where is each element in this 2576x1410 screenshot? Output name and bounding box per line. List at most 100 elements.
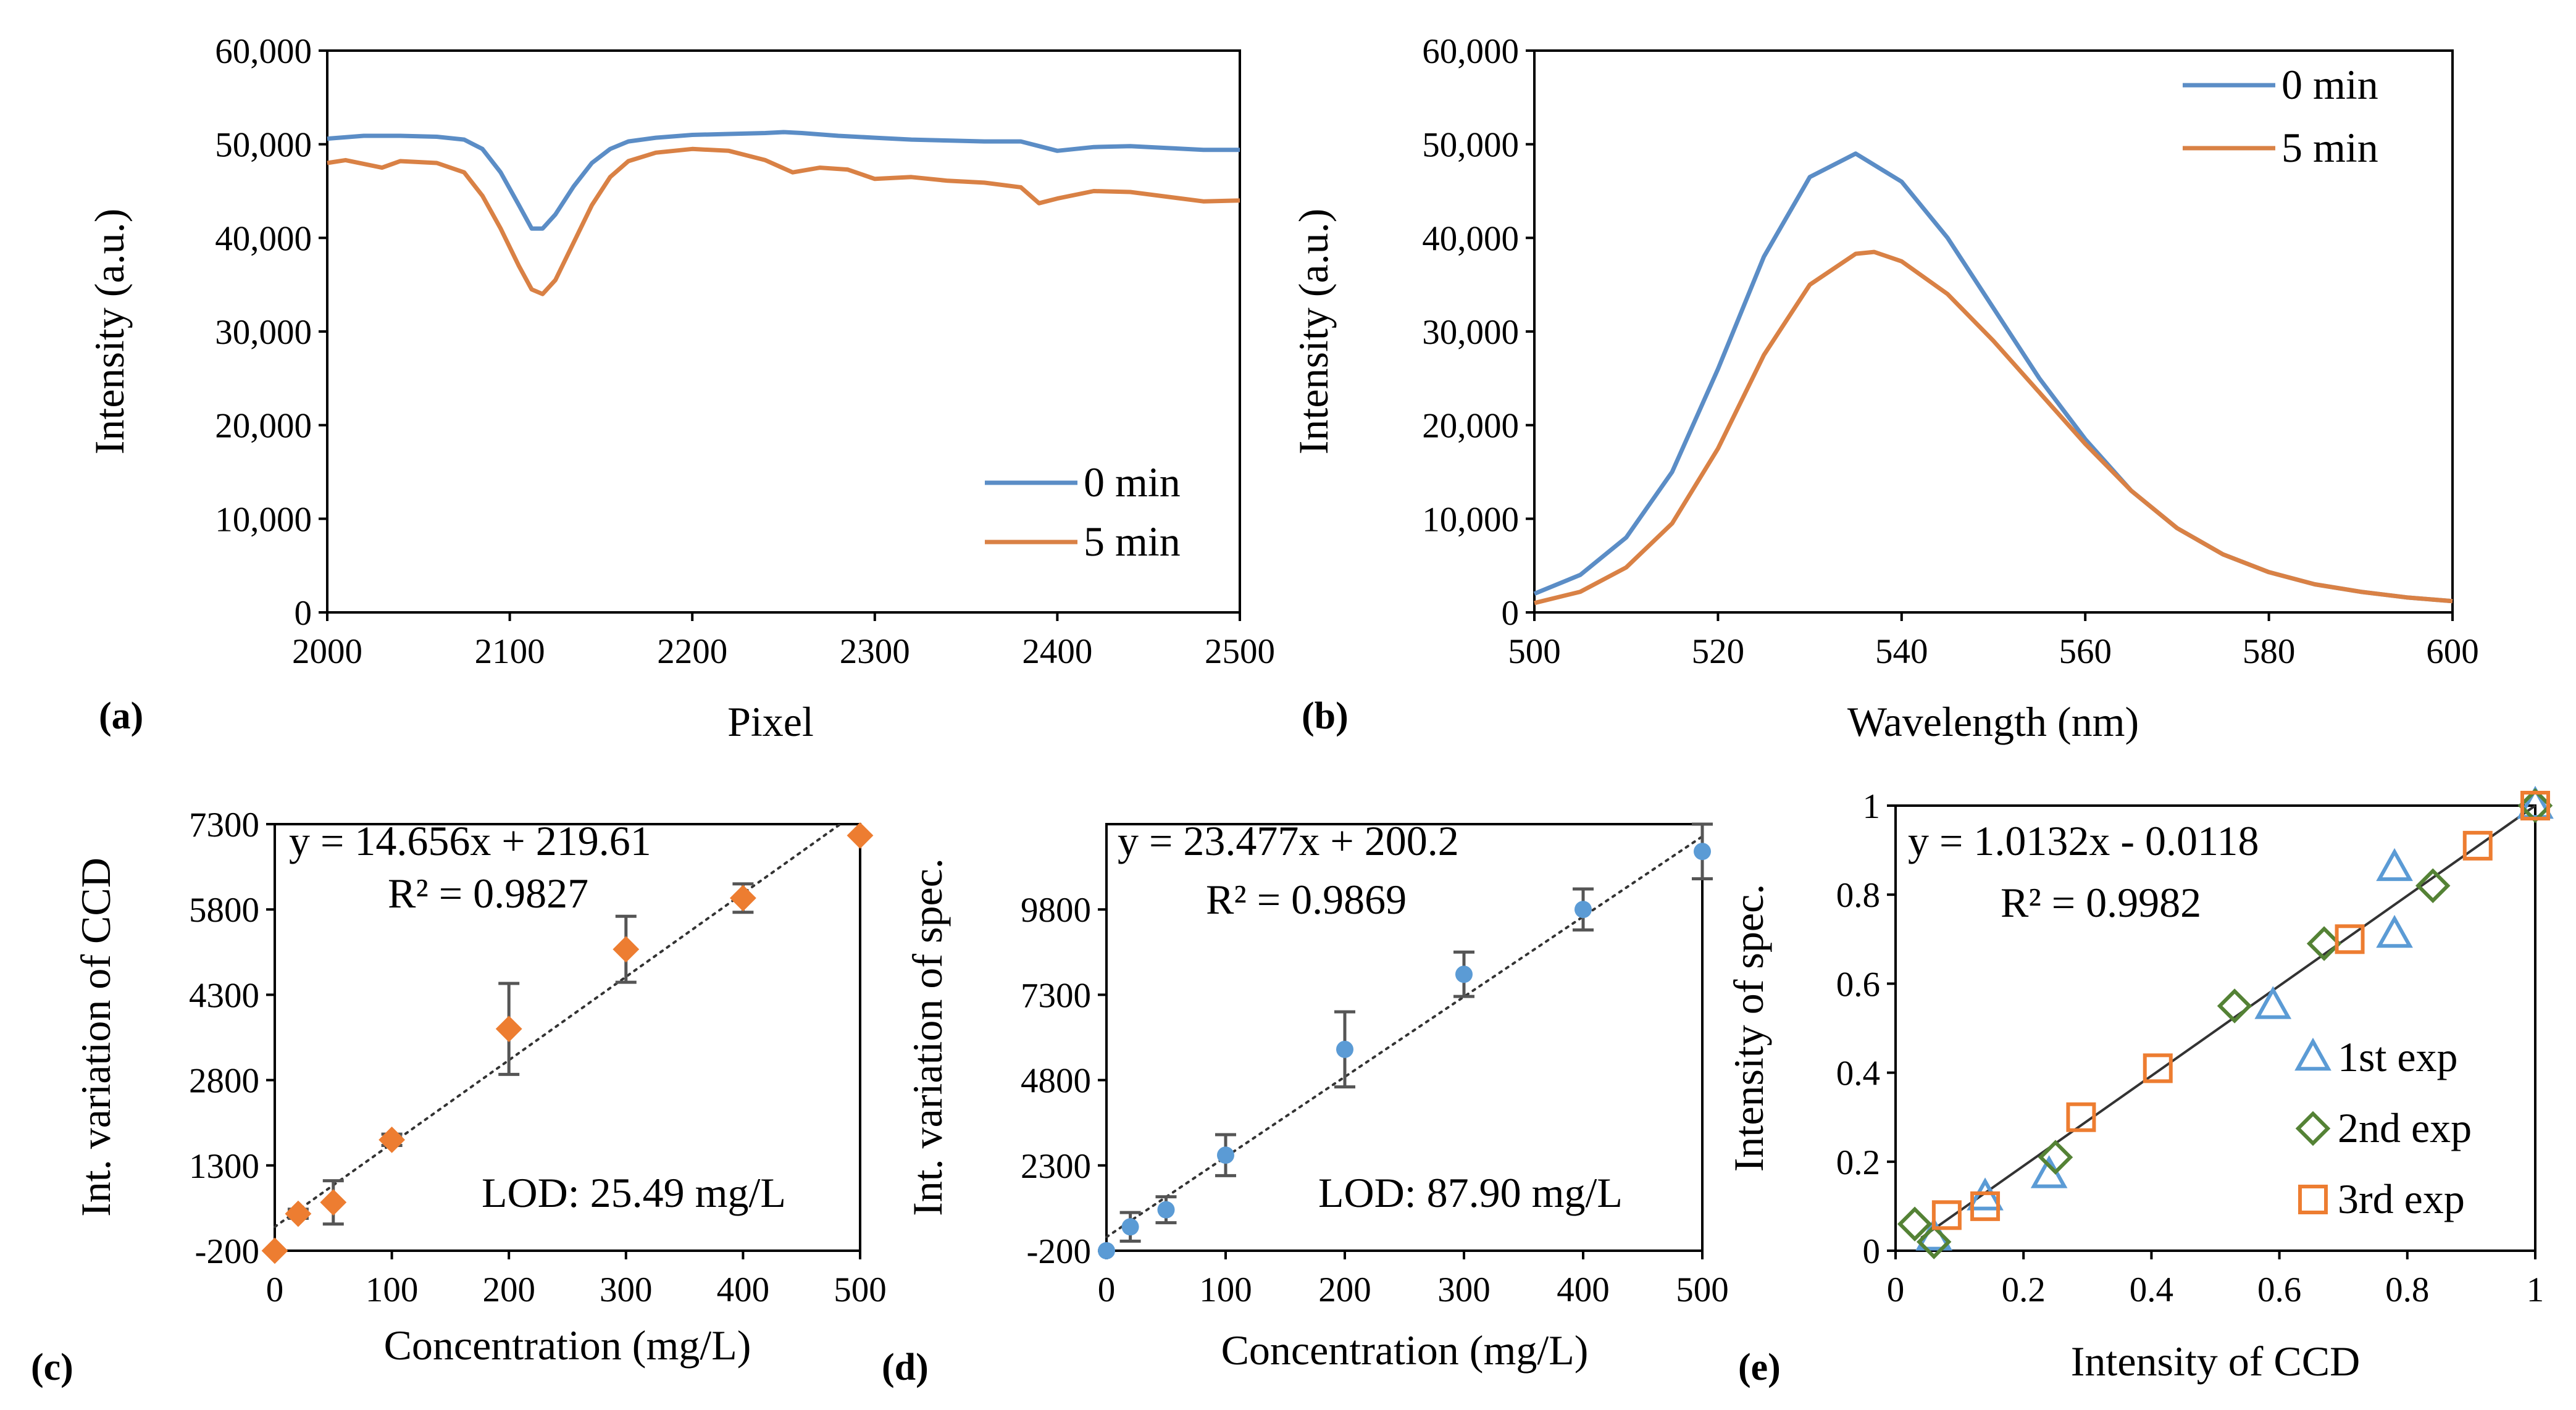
y-tick-label: 0.4 — [1836, 1054, 1880, 1093]
trendline-equation: y = 23.477x + 200.2 — [1118, 817, 1459, 864]
y-tick-label: 4300 — [189, 976, 259, 1015]
data-point — [2066, 1102, 2096, 1132]
legend-label: 5 min — [1084, 518, 1181, 565]
y-tick-label: 0.8 — [1836, 876, 1880, 915]
series-line-0-min — [1533, 151, 2453, 604]
y-axis-label: Intensity (a.u.) — [1290, 209, 1337, 454]
x-tick-label: 400 — [717, 1270, 770, 1309]
x-axis-label: Concentration (mg/L) — [1221, 1327, 1589, 1374]
x-tick-label: 2300 — [840, 632, 910, 671]
data-point — [729, 885, 756, 912]
data-point — [2217, 988, 2252, 1024]
y-tick-label: 20,000 — [215, 407, 312, 446]
legend-marker — [2295, 1111, 2331, 1146]
x-axis-label: Pixel — [727, 698, 814, 745]
lod-label: LOD: 25.49 mg/L — [482, 1169, 786, 1216]
y-tick-label: 10,000 — [1422, 500, 1519, 539]
y-tick-label: 0 — [295, 594, 312, 633]
x-tick-label: 500 — [1676, 1270, 1729, 1309]
legend-label: 1st exp — [2338, 1033, 2458, 1080]
data-point — [1916, 1224, 1952, 1259]
series-line-5-min — [1534, 249, 2453, 606]
r-squared: R² = 0.9827 — [388, 870, 588, 917]
data-point — [285, 1200, 312, 1227]
x-tick-label: 0.4 — [2130, 1270, 2173, 1309]
data-point — [2335, 924, 2365, 954]
data-point — [320, 1189, 347, 1216]
x-axis-label: Wavelength (nm) — [1847, 698, 2139, 745]
panel-label-c: (c) — [31, 1346, 73, 1388]
data-point — [495, 1016, 522, 1043]
y-tick-label: 10,000 — [215, 500, 312, 539]
x-tick-label: 0.2 — [2002, 1270, 2046, 1309]
data-point — [1694, 843, 1711, 861]
y-tick-label: 1 — [1863, 787, 1881, 826]
y-tick-label: 50,000 — [215, 126, 312, 165]
legend-label: 2nd exp — [2338, 1104, 2472, 1151]
y-tick-label: 0 — [1863, 1232, 1881, 1271]
legend-label: 0 min — [1084, 459, 1181, 506]
x-tick-label: 500 — [834, 1270, 887, 1309]
x-tick-label: 100 — [366, 1270, 419, 1309]
r-squared: R² = 0.9869 — [1206, 876, 1407, 923]
panel-label-a: (a) — [99, 695, 143, 737]
data-point — [1897, 1206, 1933, 1241]
data-point — [2254, 986, 2292, 1019]
y-tick-label: 40,000 — [215, 219, 312, 258]
panel-label-b: (b) — [1302, 695, 1349, 737]
data-point — [1121, 1218, 1139, 1236]
y-tick-label: 60,000 — [1422, 32, 1519, 71]
x-tick-label: 0.6 — [2257, 1270, 2301, 1309]
y-tick-label: 0 — [1502, 594, 1520, 633]
legend-marker — [2298, 1185, 2328, 1214]
series-line-5-min — [327, 146, 1240, 296]
y-axis-label: Int. variation of CCD — [72, 857, 119, 1217]
x-tick-label: 0 — [1098, 1270, 1116, 1309]
x-tick-label: 500 — [1508, 632, 1561, 671]
y-tick-label: 50,000 — [1422, 126, 1519, 165]
series-line-0-min — [327, 130, 1240, 231]
y-tick-label: 0.2 — [1836, 1143, 1880, 1182]
x-tick-label: 560 — [2059, 632, 2112, 671]
data-point — [2520, 791, 2550, 820]
y-tick-label: -200 — [195, 1232, 259, 1271]
data-point — [1217, 1146, 1234, 1164]
x-tick-label: 580 — [2243, 632, 2296, 671]
plot-frame-d — [1105, 823, 1704, 1252]
x-axis-label: Intensity of CCD — [2071, 1338, 2360, 1385]
data-point — [1574, 901, 1592, 919]
x-tick-label: 400 — [1557, 1270, 1610, 1309]
legend-marker — [2294, 1037, 2331, 1071]
data-point — [2415, 868, 2451, 904]
y-axis-label: Intensity of spec. — [1725, 884, 1772, 1172]
y-tick-label: 40,000 — [1422, 219, 1519, 258]
data-point — [378, 1126, 406, 1153]
x-tick-label: 2500 — [1205, 632, 1275, 671]
x-tick-label: 520 — [1692, 632, 1745, 671]
legend-label: 5 min — [2281, 124, 2378, 171]
x-tick-label: 0 — [266, 1270, 284, 1309]
trendline — [1105, 835, 1704, 1238]
data-point — [2376, 914, 2413, 948]
y-tick-label: 9800 — [1021, 891, 1091, 930]
lod-label: LOD: 87.90 mg/L — [1318, 1169, 1623, 1216]
y-tick-label: 4800 — [1021, 1062, 1091, 1101]
data-point — [2462, 830, 2493, 861]
data-point — [2038, 1140, 2073, 1175]
y-tick-label: 2300 — [1021, 1147, 1091, 1186]
x-tick-label: 200 — [482, 1270, 535, 1309]
data-point — [261, 1237, 288, 1264]
trendline-equation: y = 14.656x + 219.61 — [289, 817, 651, 864]
x-tick-label: 100 — [1199, 1270, 1252, 1309]
x-tick-label: 2100 — [475, 632, 545, 671]
x-tick-label: 1 — [2527, 1270, 2545, 1309]
y-axis-label: Intensity (a.u.) — [86, 209, 133, 454]
y-tick-label: 30,000 — [215, 313, 312, 352]
data-point — [847, 822, 874, 849]
data-point — [1157, 1201, 1175, 1219]
data-point — [2376, 848, 2413, 882]
data-point — [1336, 1040, 1353, 1058]
y-tick-label: 0.6 — [1836, 965, 1880, 1004]
x-tick-label: 540 — [1875, 632, 1928, 671]
